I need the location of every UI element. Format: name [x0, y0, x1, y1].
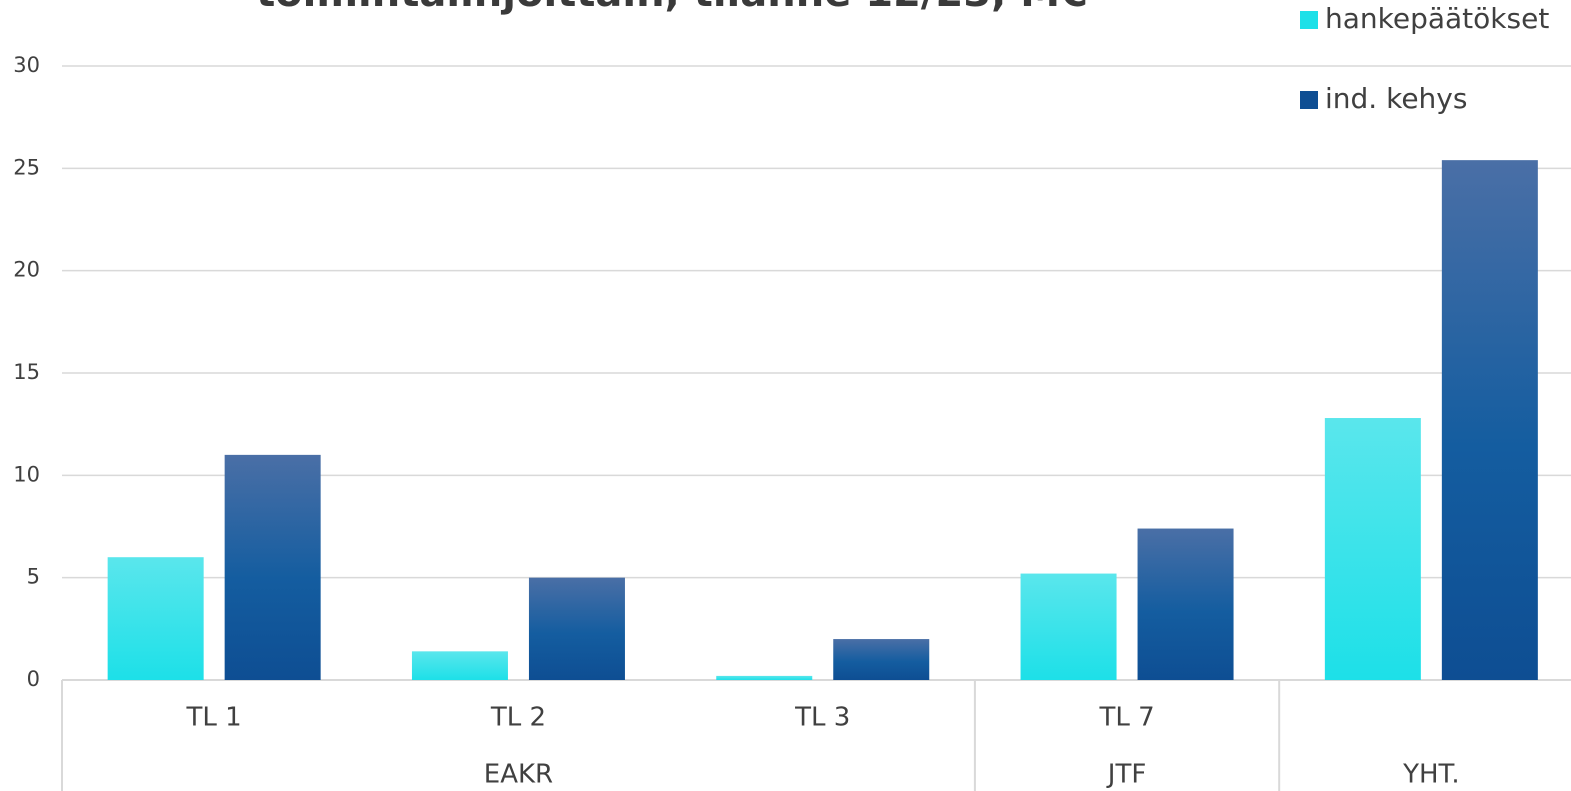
legend-label: ind. kehys [1325, 82, 1467, 115]
bar [716, 675, 813, 680]
bar [224, 454, 321, 680]
y-tick-label: 5 [27, 565, 40, 589]
x-tick-label: TL 1 [186, 703, 242, 733]
bar [1324, 418, 1421, 680]
group-label: YHT. [1402, 760, 1460, 790]
bar [528, 577, 625, 680]
y-tick-label: 20 [13, 258, 40, 282]
bar [1137, 528, 1234, 680]
y-tick-label: 30 [13, 53, 40, 77]
x-tick-label: TL 7 [1098, 703, 1154, 733]
bar [1020, 573, 1117, 680]
bar [411, 651, 508, 680]
legend-swatch [1300, 91, 1318, 109]
x-tick-label: TL 2 [490, 703, 546, 733]
y-tick-label: 0 [27, 667, 40, 691]
bar [1441, 160, 1538, 680]
group-label: JTF [1106, 760, 1147, 790]
y-tick-label: 15 [13, 360, 40, 384]
legend-label: hankepäätökset [1325, 2, 1549, 35]
chart-title: toimintalinjoittain, tilanne 12/23, M€ [256, 0, 1088, 16]
y-tick-label: 25 [13, 155, 40, 179]
legend-swatch [1300, 11, 1318, 29]
x-tick-label: TL 3 [794, 703, 850, 733]
bar [833, 639, 930, 680]
bar [107, 557, 204, 680]
y-tick-label: 10 [13, 462, 40, 486]
group-label: EAKR [484, 760, 553, 790]
